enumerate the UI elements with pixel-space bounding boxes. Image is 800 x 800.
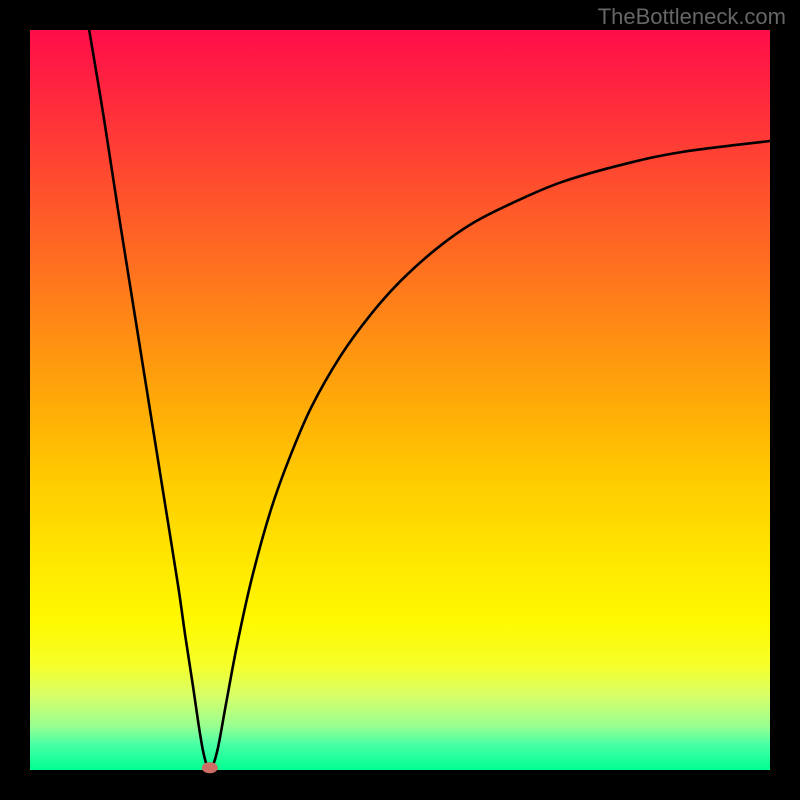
chart-gradient-background: [30, 30, 770, 770]
minimum-marker: [202, 762, 218, 773]
chart-svg: [0, 0, 800, 800]
bottleneck-chart: TheBottleneck.com: [0, 0, 800, 800]
